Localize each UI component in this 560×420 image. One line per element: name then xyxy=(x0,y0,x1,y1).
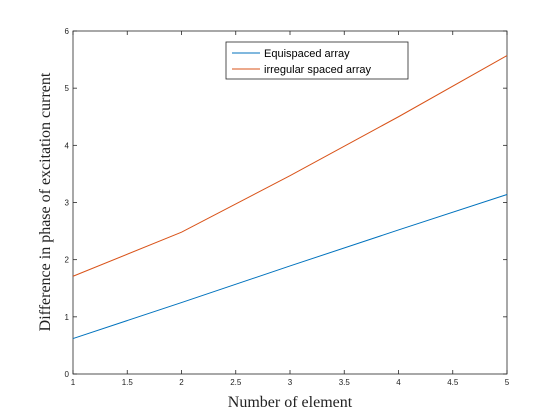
y-tick-label: 4 xyxy=(65,141,70,150)
x-tick-label: 3 xyxy=(288,378,293,387)
legend-label: Equispaced array xyxy=(264,48,350,60)
y-axis-title: Difference in phase of excitation curren… xyxy=(37,72,54,331)
series-line xyxy=(72,55,508,277)
series-layer xyxy=(72,55,508,340)
x-tick-label: 4 xyxy=(396,378,401,387)
x-axis-title: Number of element xyxy=(228,394,353,411)
series-line xyxy=(72,194,508,340)
x-axis: 1 1.5 2 2.5 3 3.5 4 4.5 5 xyxy=(71,31,510,387)
x-tick-label: 4.5 xyxy=(447,378,459,387)
x-tick-label: 2 xyxy=(179,378,184,387)
x-tick-label: 2.5 xyxy=(230,378,242,387)
y-tick-label: 6 xyxy=(65,27,70,36)
x-tick-label: 1.5 xyxy=(122,378,134,387)
legend-box xyxy=(225,41,409,80)
x-tick-label: 5 xyxy=(505,378,510,387)
plot-area xyxy=(72,30,508,375)
y-tick-label: 3 xyxy=(65,199,70,208)
y-tick-label: 0 xyxy=(65,370,70,379)
x-tick-label: 3.5 xyxy=(339,378,351,387)
y-tick-label: 5 xyxy=(65,84,70,93)
y-axis: 0 1 2 3 4 5 6 xyxy=(65,27,507,379)
x-tick-label: 1 xyxy=(71,378,76,387)
legend: Equispaced array irregular spaced array xyxy=(225,41,409,80)
y-tick-label: 1 xyxy=(65,313,70,322)
legend-label: irregular spaced array xyxy=(264,64,371,76)
y-tick-label: 2 xyxy=(65,256,70,265)
